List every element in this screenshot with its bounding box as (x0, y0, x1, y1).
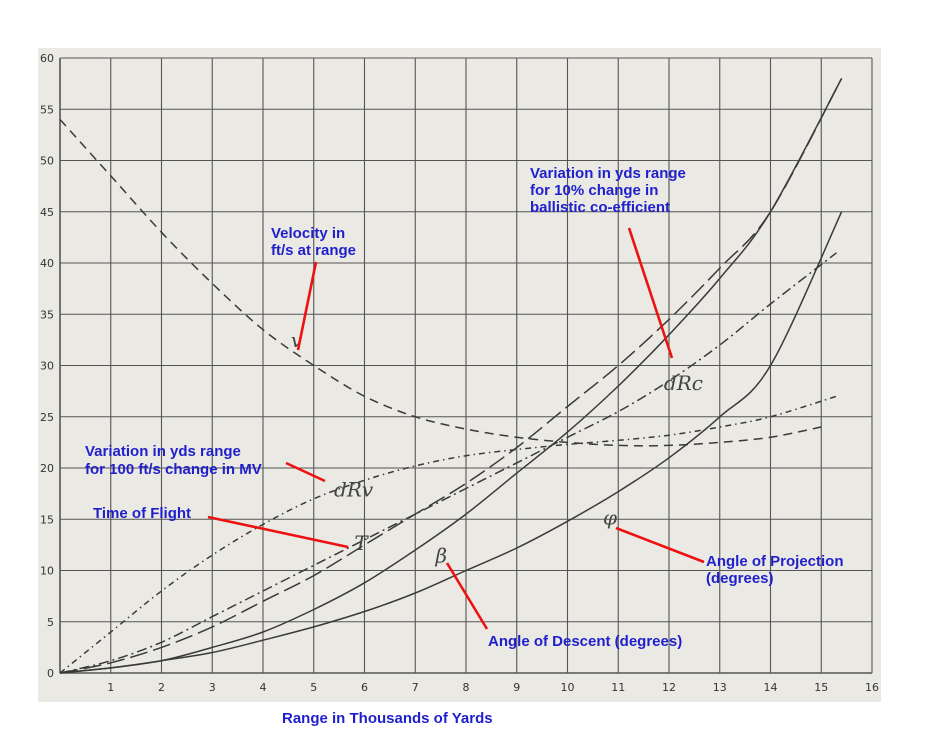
pointer-angle-of-projection (615, 526, 705, 564)
y-tick-label: 0 (47, 667, 54, 680)
x-tick-label: 4 (260, 681, 267, 694)
grid (59, 57, 873, 674)
x-tick-label: 10 (561, 681, 575, 694)
series-phi-curve (59, 211, 843, 674)
curve-label-drv: dRv (334, 478, 374, 502)
x-tick-label: 16 (865, 681, 879, 694)
pointer-angle-of-descent (445, 562, 489, 630)
y-tick-label: 15 (40, 513, 54, 526)
x-tick-label: 11 (611, 681, 625, 694)
tick-labels: 1 2 3 4 5 6 7 8 9 10 11 12 13 14 15 1605101520253035404… (40, 52, 879, 694)
series-v-curve (59, 118, 822, 447)
pointer-muzzle-velocity (285, 461, 326, 483)
annotation-projection-line1: Angle of Projection (706, 553, 844, 570)
x-tick-label: 2 (158, 681, 165, 694)
curve-label-t: T (354, 531, 369, 555)
series-drv-curve (59, 395, 837, 674)
annotation-velocity-line2: ft/s at range (271, 242, 356, 259)
y-tick-label: 55 (40, 103, 54, 116)
annotation-velocity-line1: Velocity in (271, 225, 345, 242)
x-tick-label: 15 (814, 681, 828, 694)
annotation-velocity: Velocity in ft/s at range (271, 225, 356, 259)
y-tick-label: 30 (40, 360, 54, 373)
x-axis-title: Range in Thousands of Yards (282, 710, 493, 727)
curves (59, 78, 843, 674)
annotation-time-of-flight: Time of Flight (93, 505, 191, 522)
paper-background (38, 48, 881, 702)
y-tick-label: 35 (40, 308, 54, 321)
annotation-angle-of-projection: Angle of Projection (degrees) (706, 553, 844, 587)
series-beta-curve (59, 78, 843, 674)
annotation-ballistic-line2: for 10% change in (530, 182, 658, 199)
x-tick-label: 13 (713, 681, 727, 694)
y-tick-label: 40 (40, 257, 54, 270)
x-tick-label: 7 (412, 681, 419, 694)
x-tick-label: 3 (209, 681, 216, 694)
pointer-ballistic (627, 227, 674, 359)
x-tick-label: 14 (764, 681, 778, 694)
x-tick-label: 9 (513, 681, 520, 694)
pointer-time-of-flight (207, 515, 349, 549)
y-tick-label: 10 (40, 565, 54, 578)
annotation-angle-of-descent: Angle of Descent (degrees) (488, 633, 682, 650)
annotation-ballistic-line3: ballistic co-efficient (530, 199, 670, 216)
y-tick-label: 25 (40, 411, 54, 424)
annotation-projection-line2: (degrees) (706, 570, 774, 587)
y-tick-label: 5 (47, 616, 54, 629)
series-drc-curve (59, 252, 837, 674)
series-t-curve (59, 78, 843, 674)
annotation-mv-line2: for 100 ft/s change in MV (85, 461, 262, 478)
annotation-ballistic-line1: Variation in yds range (530, 165, 686, 182)
y-tick-label: 50 (40, 155, 54, 168)
x-tick-label: 6 (361, 681, 368, 694)
annotation-muzzle-velocity: Variation in yds range for 100 ft/s chan… (85, 443, 262, 478)
curve-label-beta: β (435, 543, 448, 567)
x-tick-label: 8 (463, 681, 470, 694)
x-tick-label: 12 (662, 681, 676, 694)
pointers (207, 227, 705, 630)
curve-label-phi: φ (603, 505, 617, 529)
annotation-ballistic-coefficient: Variation in yds range for 10% change in… (530, 165, 686, 216)
annotation-mv-line1: Variation in yds range (85, 443, 241, 460)
curve-label-drc: dRc (664, 371, 703, 395)
y-tick-label: 20 (40, 462, 54, 475)
y-tick-label: 45 (40, 206, 54, 219)
pointer-velocity (296, 261, 318, 351)
x-tick-label: 5 (310, 681, 317, 694)
x-tick-label: 1 (107, 681, 114, 694)
y-tick-label: 60 (40, 52, 54, 65)
